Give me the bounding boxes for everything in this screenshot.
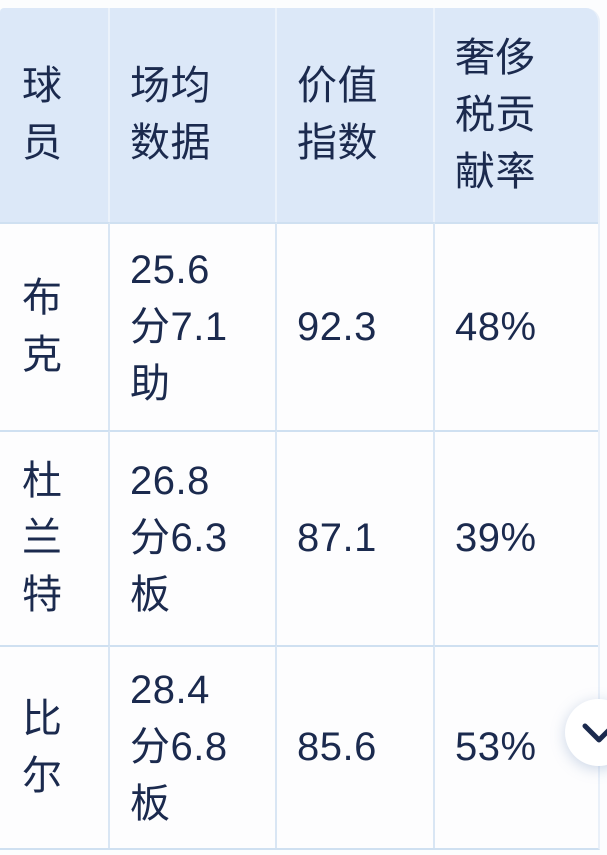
cell-value-index: 85.6 — [277, 645, 435, 848]
cell-value-index: 92.3 — [277, 222, 435, 430]
header-value-index: 价值 指数 — [277, 8, 435, 222]
cell-player: 布 克 — [0, 222, 110, 430]
cell-tax-rate: 39% — [435, 430, 598, 645]
header-avg-stats: 场均 数据 — [110, 8, 277, 222]
cell-avg-stats: 26.8 分6.3 板 — [110, 430, 277, 645]
cell-value-index: 87.1 — [277, 430, 435, 645]
cell-tax-rate: 48% — [435, 222, 598, 430]
cell-player: 杜 兰 特 — [0, 430, 110, 645]
cell-avg-stats: 28.4 分6.8 板 — [110, 645, 277, 848]
header-player: 球 员 — [0, 8, 110, 222]
chevron-down-icon — [580, 721, 607, 745]
cell-player: 比 尔 — [0, 645, 110, 848]
cell-avg-stats: 25.6 分7.1 助 — [110, 222, 277, 430]
player-stats-table: 球 员 场均 数据 价值 指数 奢侈 税贡 献率 布 克 25.6 分7.1 助… — [0, 8, 600, 850]
header-luxury-tax-rate: 奢侈 税贡 献率 — [435, 8, 598, 222]
